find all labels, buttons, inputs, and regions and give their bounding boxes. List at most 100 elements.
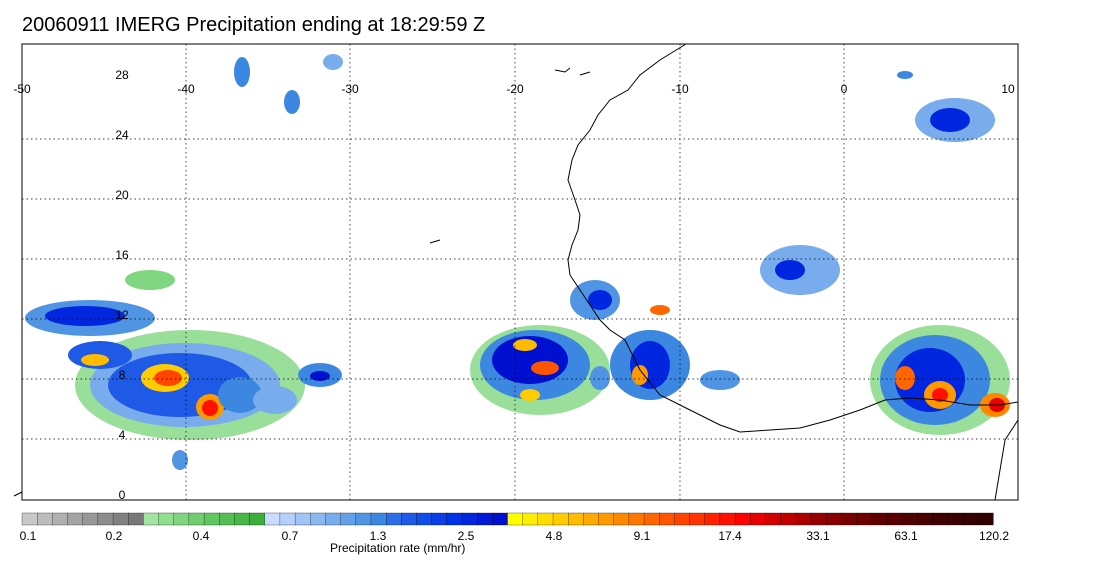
coastline xyxy=(13,43,1019,501)
colorbar-swatch xyxy=(416,512,433,526)
colorbar-swatch xyxy=(825,512,842,526)
colorbar-tick-label: 4.8 xyxy=(546,529,563,543)
colorbar-swatch xyxy=(82,512,99,526)
lon-label: -10 xyxy=(671,82,689,96)
precipitation-field xyxy=(25,54,1010,470)
colorbar-swatch xyxy=(719,512,736,526)
lat-label: 8 xyxy=(119,368,126,382)
colorbar-swatch xyxy=(370,512,387,526)
colorbar-swatch xyxy=(674,512,691,526)
colorbar-swatch xyxy=(522,512,539,526)
colorbar-swatch xyxy=(385,512,402,526)
colorbar-tick-label: 33.1 xyxy=(806,529,830,543)
colorbar-title: Precipitation rate (mm/hr) xyxy=(330,541,466,555)
colorbar-swatch xyxy=(158,512,175,526)
colorbar-swatch xyxy=(871,512,888,526)
colorbar-tick-label: 0.1 xyxy=(20,529,37,543)
colorbar-swatch xyxy=(21,512,38,526)
colorbar-swatch xyxy=(568,512,584,526)
colorbar-swatch xyxy=(431,512,448,526)
colorbar-tick-label: 0.4 xyxy=(193,529,210,543)
lon-label: -30 xyxy=(341,82,359,96)
colorbar-swatch xyxy=(279,512,296,526)
colorbar-swatch xyxy=(294,512,311,526)
colorbar-swatch xyxy=(67,512,84,526)
lat-label: 20 xyxy=(115,188,129,202)
colorbar-swatch xyxy=(977,512,994,526)
colorbar-swatch xyxy=(446,512,463,526)
colorbar-swatch xyxy=(128,512,144,526)
lat-label: 4 xyxy=(119,428,126,442)
colorbar-swatch xyxy=(765,512,782,526)
lat-label: 0 xyxy=(119,488,126,502)
lat-label: 16 xyxy=(115,248,129,262)
colorbar-swatch xyxy=(962,512,979,526)
colorbar-swatch xyxy=(795,512,812,526)
map-frame xyxy=(21,43,1019,501)
colorbar-swatch xyxy=(188,512,205,526)
colorbar-swatch xyxy=(780,512,797,526)
colorbar-swatch xyxy=(856,512,873,526)
lat-labels: 28 24 20 16 12 8 4 0 xyxy=(115,68,129,502)
colorbar-swatch xyxy=(340,512,357,526)
colorbar-swatch xyxy=(310,512,326,526)
colorbar-swatch xyxy=(810,512,827,526)
colorbar-tick-label: 63.1 xyxy=(894,529,918,543)
colorbar-swatch xyxy=(916,512,933,526)
precip-cluster-west xyxy=(25,300,342,470)
colorbar-swatch xyxy=(659,512,675,526)
colorbar-tick-label: 2.5 xyxy=(458,529,475,543)
colorbar-swatch xyxy=(325,512,342,526)
colorbar-tick-label: 17.4 xyxy=(718,529,742,543)
colorbar-swatch xyxy=(234,512,251,526)
colorbar-swatch xyxy=(37,512,53,526)
colorbar-swatch xyxy=(932,512,949,526)
colorbar-swatch xyxy=(355,512,372,526)
precip-cluster-north xyxy=(125,54,343,290)
colorbar-tick-label: 0.7 xyxy=(282,529,299,543)
lat-label: 24 xyxy=(115,128,129,142)
colorbar-swatch xyxy=(583,512,600,526)
colorbar-swatch xyxy=(507,512,524,526)
colorbar-swatch xyxy=(97,512,114,526)
colorbar-tick-label: 0.2 xyxy=(106,529,123,543)
colorbar-swatch xyxy=(886,512,903,526)
colorbar-swatch xyxy=(901,512,918,526)
colorbar-swatch xyxy=(112,512,129,526)
colorbar-swatch xyxy=(750,512,766,526)
lon-label: -50 xyxy=(13,82,31,96)
precip-cluster-east xyxy=(760,71,1010,435)
colorbar-swatch xyxy=(643,512,660,526)
colorbar-labels: 0.1 0.2 0.4 0.7 1.3 2.5 4.8 9.1 17.4 33.… xyxy=(20,529,1010,543)
colorbar-swatch xyxy=(461,512,478,526)
precip-cluster-central xyxy=(470,280,740,415)
colorbar-swatch xyxy=(689,512,706,526)
colorbar-swatch xyxy=(947,512,964,526)
colorbar-swatch xyxy=(537,512,554,526)
colorbar-tick-label: 9.1 xyxy=(634,529,651,543)
lon-label: -20 xyxy=(506,82,524,96)
colorbar-swatch xyxy=(613,512,630,526)
colorbar-swatch xyxy=(704,512,721,526)
colorbar-swatch xyxy=(841,512,858,526)
colorbar-swatch xyxy=(492,512,509,526)
lat-label: 12 xyxy=(115,308,129,322)
lon-label: 0 xyxy=(841,82,848,96)
colorbar-tick-label: 120.2 xyxy=(979,529,1009,543)
colorbar-swatch xyxy=(264,512,281,526)
colorbar-tick-label: 1.3 xyxy=(370,529,387,543)
colorbar-swatch xyxy=(401,512,418,526)
map-title: 20060911 IMERG Precipitation ending at 1… xyxy=(22,14,486,36)
colorbar-swatch xyxy=(598,512,615,526)
lat-label: 28 xyxy=(115,68,129,82)
lon-labels: -50 -40 -30 -20 -10 0 10 xyxy=(13,82,1015,96)
colorbar-swatch xyxy=(219,512,235,526)
lon-label: -40 xyxy=(177,82,195,96)
lon-label: 10 xyxy=(1001,82,1015,96)
colorbar-swatch xyxy=(203,512,220,526)
colorbar-swatch xyxy=(249,512,266,526)
colorbar-swatch xyxy=(628,512,645,526)
colorbar-swatch xyxy=(143,512,160,526)
colorbar xyxy=(21,512,994,526)
